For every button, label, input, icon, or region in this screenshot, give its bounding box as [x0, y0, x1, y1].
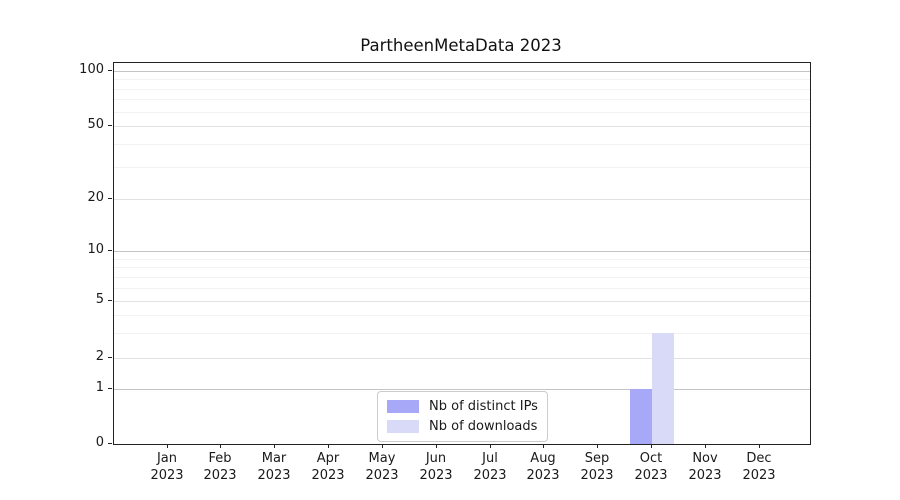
y-tick-label: 2 [95, 349, 104, 364]
x-tick-label: May 2023 [365, 451, 399, 483]
legend-swatch [387, 400, 419, 413]
y-tick-label: 50 [87, 117, 104, 132]
x-tick [543, 444, 544, 448]
x-tick [759, 444, 760, 448]
y-tick-label: 10 [87, 242, 104, 257]
x-tick [436, 444, 437, 448]
x-tick-label: Nov 2023 [688, 451, 722, 483]
gridline-minor [114, 144, 810, 145]
x-tick-label: Feb 2023 [203, 451, 237, 483]
gridline-minor [114, 167, 810, 168]
gridline-minor [114, 89, 810, 90]
x-tick-label: Aug 2023 [526, 451, 560, 483]
legend-label: Nb of distinct IPs [429, 399, 538, 414]
y-tick-label: 100 [79, 62, 104, 77]
gridline-minor [114, 315, 810, 316]
y-tick [108, 443, 112, 444]
x-tick-label: Jun 2023 [419, 451, 453, 483]
x-tick [220, 444, 221, 448]
gridline-2 [114, 358, 810, 359]
y-tick [108, 198, 112, 199]
gridline-minor [114, 112, 810, 113]
legend: Nb of distinct IPs Nb of downloads [377, 391, 548, 442]
chart-title: PartheenMetaData 2023 [360, 36, 562, 55]
x-tick [705, 444, 706, 448]
y-tick [108, 250, 112, 251]
gridline-1 [114, 389, 810, 390]
gridline-10 [114, 251, 810, 252]
legend-swatch [387, 420, 419, 433]
x-tick [167, 444, 168, 448]
x-tick [651, 444, 652, 448]
plot-area [113, 62, 811, 445]
gridline-minor [114, 259, 810, 260]
legend-label: Nb of downloads [429, 419, 538, 434]
gridline-minor [114, 277, 810, 278]
x-tick-label: Oct 2023 [634, 451, 668, 483]
x-tick-label: Sep 2023 [580, 451, 614, 483]
bar-oct-series1 [652, 333, 674, 444]
legend-item: Nb of downloads [387, 419, 538, 434]
y-tick [108, 70, 112, 71]
y-tick [108, 125, 112, 126]
y-tick-label: 5 [95, 292, 104, 307]
x-tick-label: Dec 2023 [742, 451, 776, 483]
gridline-minor [114, 99, 810, 100]
gridline-20 [114, 199, 810, 200]
gridline-minor [114, 333, 810, 334]
x-tick [382, 444, 383, 448]
y-tick [108, 357, 112, 358]
x-tick-label: Jan 2023 [150, 451, 184, 483]
gridline-minor [114, 267, 810, 268]
gridline-50 [114, 126, 810, 127]
x-tick-label: Apr 2023 [311, 451, 345, 483]
x-tick [328, 444, 329, 448]
gridline-minor [114, 288, 810, 289]
x-tick-label: Mar 2023 [257, 451, 291, 483]
bar-oct-series0 [630, 389, 652, 444]
x-tick-label: Jul 2023 [473, 451, 507, 483]
x-tick [274, 444, 275, 448]
y-tick-label: 0 [95, 435, 104, 450]
y-tick-label: 20 [87, 190, 104, 205]
gridline-100 [114, 71, 810, 72]
legend-item: Nb of distinct IPs [387, 399, 538, 414]
y-tick-label: 1 [95, 380, 104, 395]
x-tick [490, 444, 491, 448]
y-tick [108, 300, 112, 301]
x-tick [597, 444, 598, 448]
y-tick [108, 388, 112, 389]
gridline-minor [114, 79, 810, 80]
gridline-5 [114, 301, 810, 302]
